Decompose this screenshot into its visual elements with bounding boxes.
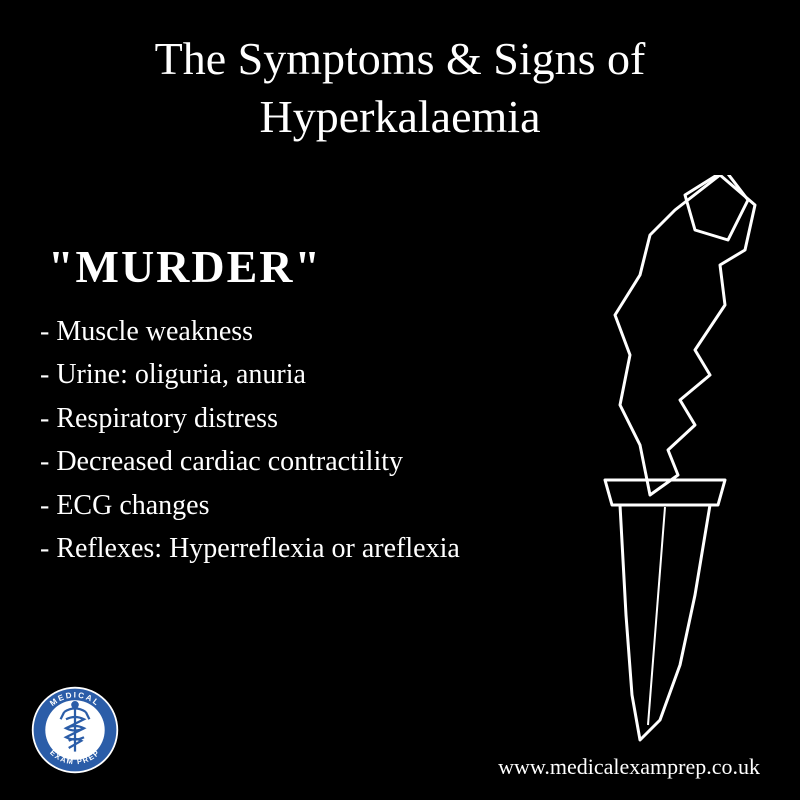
knife-hand-illustration — [520, 175, 780, 745]
list-item: Urine: oliguria, anuria — [40, 353, 460, 396]
page-title: The Symptoms & Signs of Hyperkalaemia — [0, 30, 800, 145]
list-item: ECG changes — [40, 484, 460, 527]
list-item: Muscle weakness — [40, 310, 460, 353]
symptom-list: Muscle weakness Urine: oliguria, anuria … — [40, 310, 460, 570]
title-line-1: The Symptoms & Signs of — [155, 33, 646, 84]
list-item: Decreased cardiac contractility — [40, 440, 460, 483]
list-item: Respiratory distress — [40, 397, 460, 440]
list-item: Reflexes: Hyperreflexia or areflexia — [40, 527, 460, 570]
brand-logo: MEDICAL EXAM PREP — [30, 685, 120, 775]
footer-url: www.medicalexamprep.co.uk — [498, 754, 760, 780]
title-line-2: Hyperkalaemia — [260, 91, 541, 142]
mnemonic-heading: "MURDER" — [48, 240, 322, 293]
